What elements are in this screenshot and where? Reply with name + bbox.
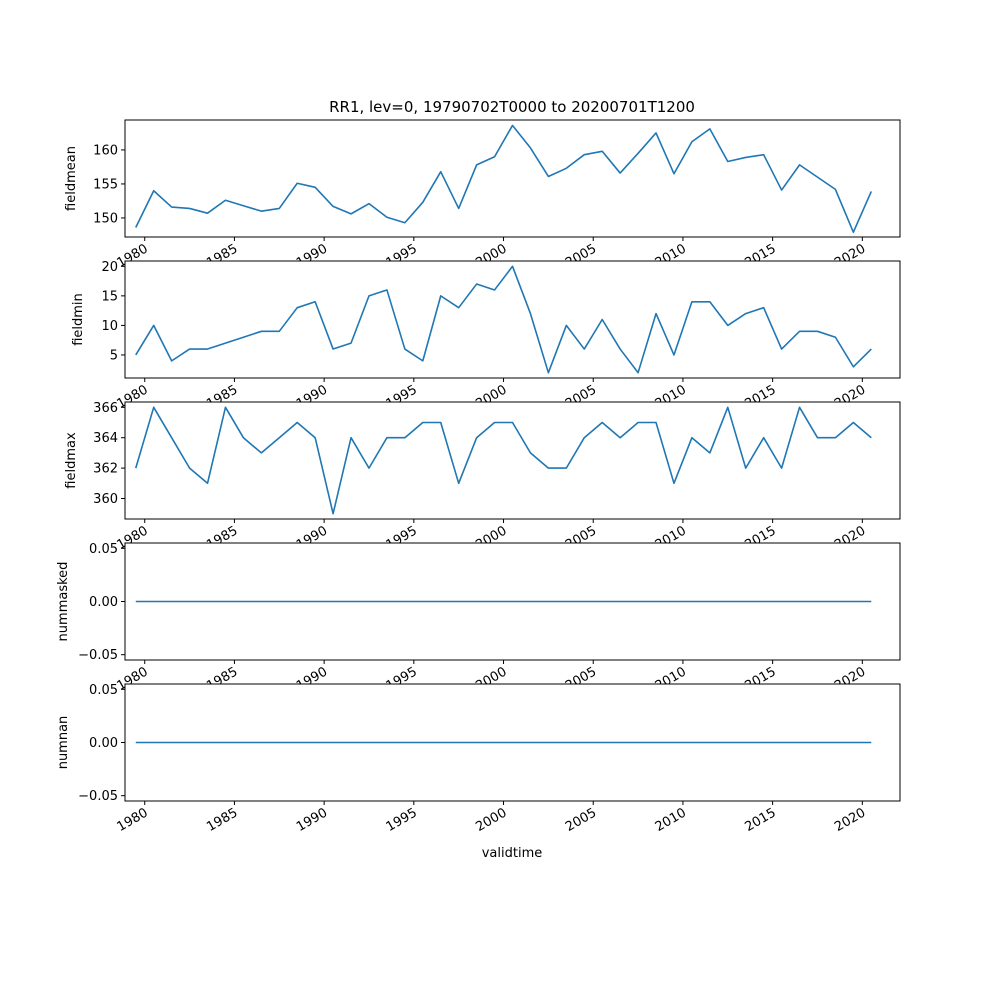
y-axis-label-numnan: numnan — [56, 716, 71, 770]
chart-title: RR1, lev=0, 19790702T0000 to 20200701T12… — [329, 98, 695, 116]
axes-frame-fieldmin — [124, 260, 901, 379]
y-tick-label-fieldmean: 160 — [93, 143, 118, 158]
x-tick-label-numnan: 1980 — [115, 805, 151, 835]
axes-frame-fieldmax — [124, 401, 901, 520]
y-tick-label-fieldmean: 155 — [93, 177, 118, 192]
series-line-fieldmin — [135, 265, 872, 374]
y-tick-label-nummasked: −0.05 — [78, 648, 118, 663]
panel-background-fieldmin — [125, 261, 900, 378]
y-tick-label-fieldmax: 364 — [93, 431, 118, 446]
series-line-fieldmean — [135, 124, 873, 234]
x-tick-label-numnan: 2000 — [473, 805, 509, 835]
y-tick-label-fieldmax: 366 — [93, 401, 118, 416]
x-tick-label-numnan: 2005 — [563, 805, 599, 835]
axes-frame-fieldmean — [124, 119, 901, 238]
y-axis-label-fieldmax: fieldmax — [64, 432, 79, 489]
y-tick-label-fieldmin: 10 — [101, 319, 118, 334]
y-tick-label-fieldmean: 150 — [93, 211, 118, 226]
y-tick-label-nummasked: 0.05 — [89, 542, 118, 557]
y-tick-label-fieldmin: 20 — [101, 260, 118, 275]
y-tick-label-fieldmin: 5 — [110, 348, 118, 363]
y-tick-label-nummasked: 0.00 — [89, 595, 118, 610]
y-axis-label-fieldmin: fieldmin — [71, 293, 86, 346]
x-tick-label-numnan: 2010 — [653, 805, 689, 835]
y-tick-label-fieldmax: 360 — [93, 492, 118, 507]
x-tick-label-numnan: 2020 — [832, 805, 868, 835]
y-tick-label-fieldmin: 15 — [101, 289, 118, 304]
y-axis-label-fieldmean: fieldmean — [64, 146, 79, 211]
x-axis-label: validtime — [482, 846, 543, 861]
y-tick-label-numnan: 0.05 — [89, 683, 118, 698]
y-tick-label-fieldmax: 362 — [93, 462, 118, 477]
y-axis-label-nummasked: nummasked — [56, 562, 71, 642]
y-tick-label-numnan: −0.05 — [78, 789, 118, 804]
x-tick-label-numnan: 1985 — [204, 805, 240, 835]
y-tick-label-numnan: 0.00 — [89, 736, 118, 751]
x-tick-label-numnan: 1990 — [294, 805, 330, 835]
series-line-fieldmax — [134, 406, 872, 515]
x-tick-label-numnan: 1995 — [384, 805, 420, 835]
x-tick-label-numnan: 2015 — [742, 805, 778, 835]
